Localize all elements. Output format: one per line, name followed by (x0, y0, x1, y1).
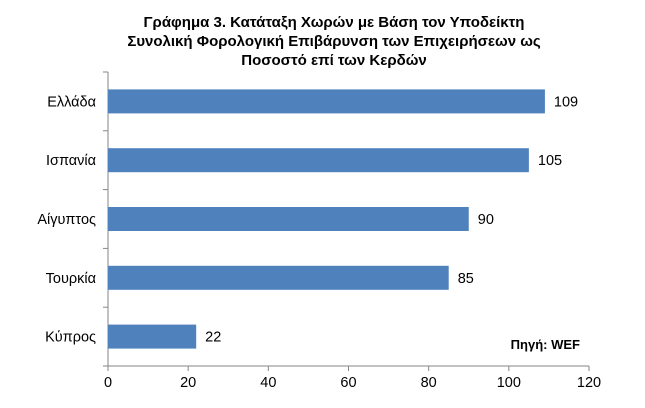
data-label: 109 (554, 94, 578, 110)
data-label: 22 (205, 330, 221, 346)
data-label: 85 (458, 271, 474, 287)
x-tick-label: 0 (104, 375, 112, 391)
source-label: Πηγή: WEF (511, 337, 580, 352)
x-tick-label: 20 (180, 375, 196, 391)
x-tick-label: 60 (340, 375, 356, 391)
x-tick-label: 100 (497, 375, 521, 391)
category-label: Ισπανία (46, 153, 96, 169)
bar-3 (108, 207, 469, 231)
category-label: Αίγυπτος (37, 212, 96, 228)
category-label: Τουρκία (46, 271, 96, 287)
category-label: Ελλάδα (47, 94, 96, 110)
data-label: 105 (538, 153, 562, 169)
category-label: Κύπρος (45, 330, 96, 346)
x-tick-label: 80 (421, 375, 437, 391)
x-tick-label: 120 (577, 375, 601, 391)
data-label: 90 (478, 212, 494, 228)
title-line-2: Συνολική Φορολογική Επιβάρυνση των Επιχε… (127, 33, 541, 50)
bar-5 (108, 324, 197, 349)
chart-title: Γράφημα 3. Κατάταξη Χωρών με Βάση τον Υπ… (127, 14, 541, 69)
bar-4 (108, 265, 449, 290)
title-line-3: Ποσοστό επί των Κερδών (241, 52, 426, 69)
title-line-1: Γράφημα 3. Κατάταξη Χωρών με Βάση τον Υπ… (144, 14, 525, 31)
bar-1 (108, 89, 545, 114)
plot-area: 0 20 40 60 80 100 120 Ελλάδα 109 Ισπανία 105 Αίγυπτ… (37, 71, 601, 391)
bar-2 (108, 148, 529, 173)
x-tick-label: 40 (260, 375, 276, 391)
